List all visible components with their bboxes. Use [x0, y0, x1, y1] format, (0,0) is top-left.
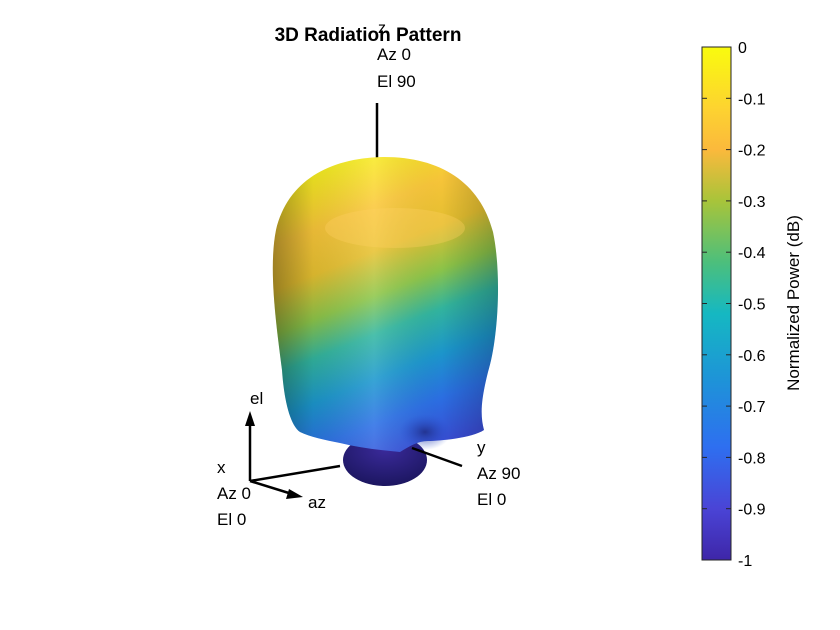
- y-axis-name: y: [477, 438, 486, 457]
- x-axis-line: [249, 464, 341, 483]
- x-axis-el-label: El 0: [217, 510, 246, 529]
- colorbar-tick-label: -0.6: [738, 348, 766, 365]
- colorbar-tick-label: -0.9: [738, 502, 766, 519]
- triad-az-label: az: [308, 493, 326, 512]
- colorbar-ticks: 0 -0.1 -0.2 -0.3 -0.4 -0.5 -0.6 -0.7 -0.8 -0.9 -1: [702, 40, 766, 570]
- chart-title: 3D Radiation Pattern: [275, 25, 462, 46]
- z-axis-el-label: El 90: [377, 72, 416, 91]
- colorbar-tick-label: -0.4: [738, 245, 766, 262]
- main-lobe-highlight: [325, 208, 465, 248]
- triad-el-label: el: [250, 389, 263, 408]
- y-axis-el-label: El 0: [477, 490, 506, 509]
- colorbar-tick-label: -0.7: [738, 399, 766, 416]
- main-lobe-shading: [272, 157, 499, 452]
- colorbar-tick-label: -0.2: [738, 143, 766, 160]
- y-axis-az-label: Az 90: [477, 464, 520, 483]
- colorbar-tick-label: 0: [738, 40, 747, 57]
- triad-az-arrow: [249, 479, 293, 496]
- colorbar: 0-0.1-0.2-0.3-0.4-0.5-0.6-0.7-0.8-0.9-1 …: [701, 40, 803, 570]
- main-lobe-dent: [399, 414, 451, 450]
- x-axis-az-label: Az 0: [217, 484, 251, 503]
- x-axis-name: x: [217, 458, 226, 477]
- triad-el-arrowhead: [245, 411, 255, 426]
- triad-az-arrowhead: [286, 489, 303, 499]
- colorbar-label: Normalized Power (dB): [784, 215, 803, 391]
- colorbar-tick-label: -0.3: [738, 194, 766, 211]
- colorbar-tick-label: -1: [738, 553, 752, 570]
- z-axis-az-label: Az 0: [377, 45, 411, 64]
- colorbar-tick-label: -0.8: [738, 450, 766, 467]
- y-axis-line: [411, 446, 463, 468]
- colorbar-tick-label: -0.5: [738, 297, 766, 314]
- colorbar-tick-label: -0.1: [738, 91, 766, 108]
- z-axis-name: z: [378, 20, 386, 37]
